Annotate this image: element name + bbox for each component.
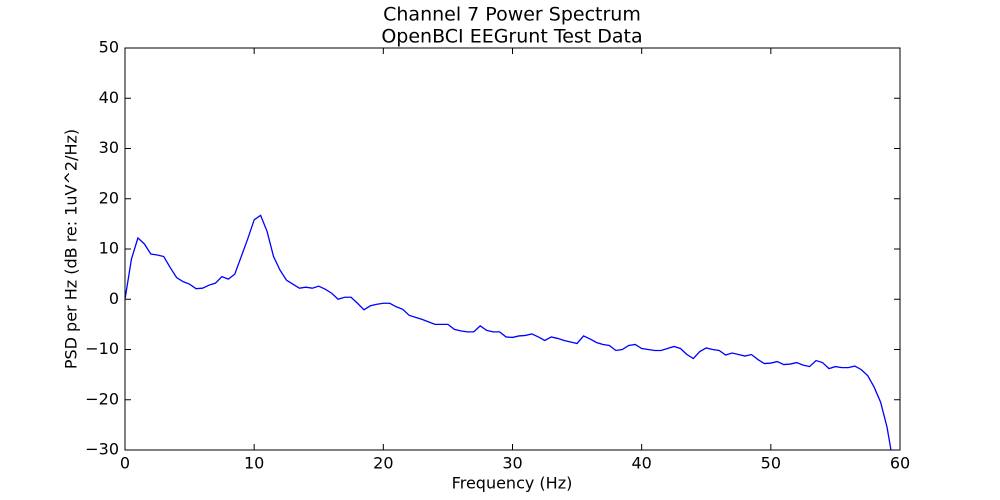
x-axis-label: Frequency (Hz) [452,474,573,493]
y-axis-label: PSD per Hz (dB re: 1uV^2/Hz) [62,129,81,369]
y-tick-label: 0 [109,289,119,308]
y-tick-label: −20 [85,389,119,408]
x-tick-label: 50 [761,454,781,473]
x-tick-label: 20 [373,454,393,473]
x-tick-label: 0 [120,454,130,473]
x-tick-label: 40 [631,454,651,473]
y-tick-label: 30 [99,138,119,157]
chart-subtitle: OpenBCI EEGrunt Test Data [381,26,642,48]
y-tick-label: 50 [99,38,119,57]
y-tick-label: −10 [85,339,119,358]
y-tick-label: 10 [99,239,119,258]
y-tick-label: 20 [99,188,119,207]
x-tick-label: 10 [244,454,264,473]
y-tick-label: 40 [99,88,119,107]
data-line [125,214,892,450]
x-tick-label: 60 [890,454,910,473]
y-tick-label: −30 [85,440,119,459]
x-tick-label: 30 [502,454,522,473]
chart-title: Channel 7 Power Spectrum [383,4,641,26]
